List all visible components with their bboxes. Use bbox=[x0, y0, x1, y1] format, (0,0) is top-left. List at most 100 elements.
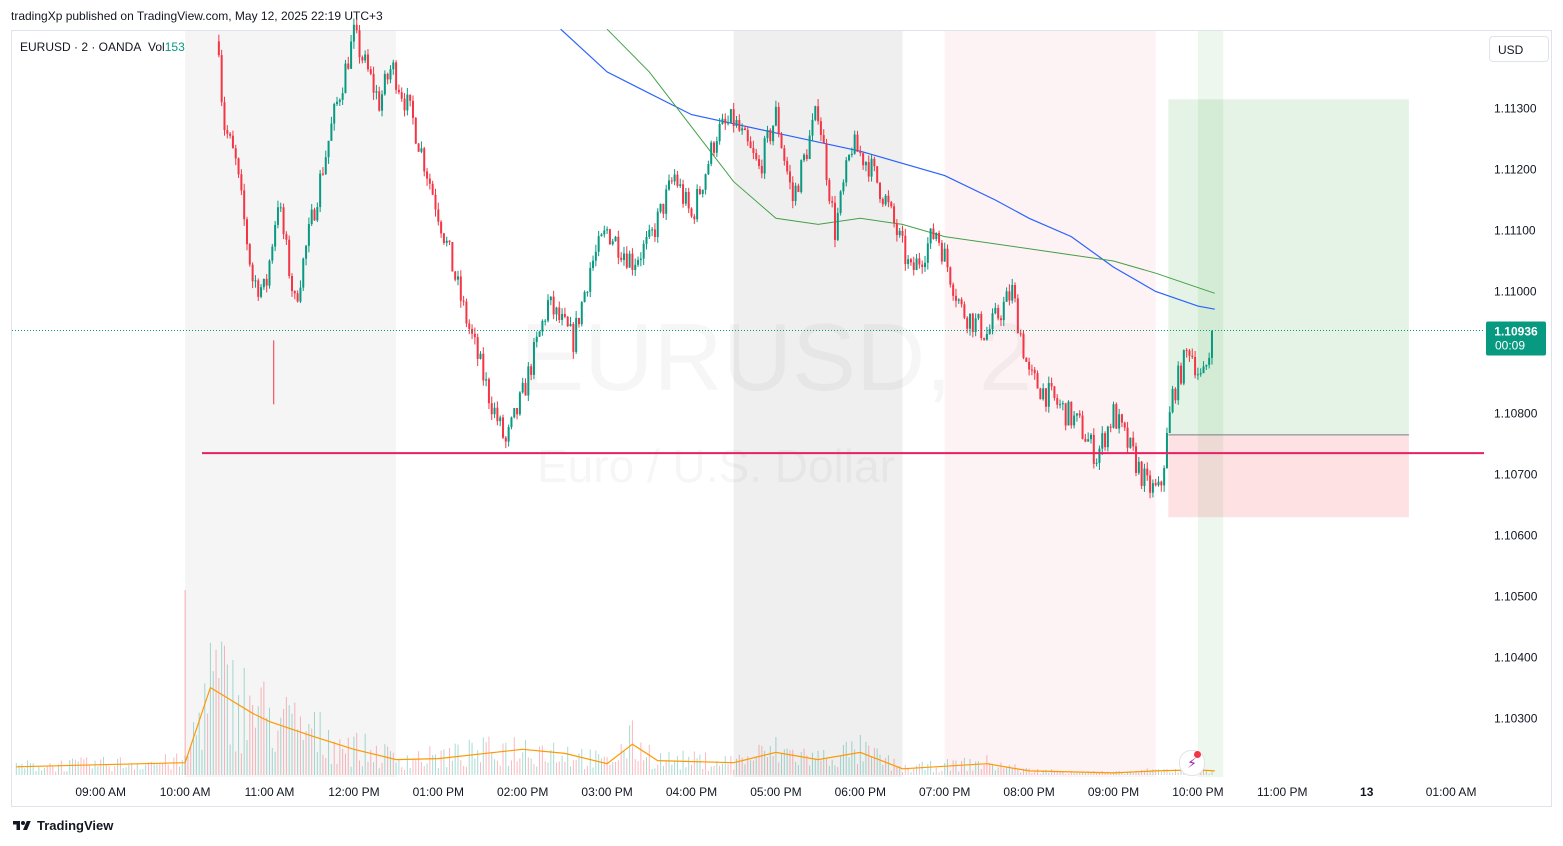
candle-body bbox=[845, 160, 848, 183]
candle-body bbox=[631, 253, 634, 270]
axes: 1.11300 1.11200 1.11100 1.11000 1.10800 1.107… bbox=[75, 102, 1546, 799]
candle-body bbox=[327, 140, 330, 158]
candle-body bbox=[518, 392, 521, 415]
candle-body bbox=[1047, 383, 1050, 407]
candle-body bbox=[1149, 475, 1152, 493]
candle-body bbox=[732, 109, 735, 126]
candle-body bbox=[563, 313, 566, 317]
candle-body bbox=[302, 258, 305, 288]
symbol-legend[interactable]: EURUSD · 2 · OANDA Vol153 bbox=[20, 40, 185, 54]
candle-body bbox=[797, 185, 800, 192]
candle-body bbox=[850, 153, 853, 155]
candle-body bbox=[935, 232, 938, 239]
candle-body bbox=[862, 153, 865, 166]
y-tick-label: 1.10600 bbox=[1494, 529, 1538, 543]
candle-body bbox=[1129, 437, 1132, 448]
x-tick-label: 06:00 PM bbox=[835, 785, 886, 799]
candle-body bbox=[1101, 433, 1104, 449]
candle-body bbox=[625, 253, 628, 268]
candle-body bbox=[924, 262, 927, 268]
candle-body bbox=[406, 94, 409, 111]
candle-body bbox=[229, 133, 232, 136]
candle-body bbox=[1002, 301, 1005, 321]
chart-frame[interactable] bbox=[11, 30, 1552, 807]
candle-body bbox=[271, 246, 274, 261]
candle-body bbox=[555, 307, 558, 315]
horizontal-lines bbox=[12, 330, 1484, 455]
candle-body bbox=[305, 245, 308, 259]
candle-body bbox=[456, 276, 459, 280]
candle-body bbox=[999, 318, 1002, 321]
candle-body bbox=[963, 304, 966, 318]
candle-body bbox=[462, 300, 465, 302]
candle-body bbox=[1208, 357, 1211, 365]
candle-body bbox=[375, 91, 378, 93]
x-tick-label: 07:00 PM bbox=[919, 785, 970, 799]
y-tick-label: 1.10400 bbox=[1494, 651, 1538, 665]
candle-body bbox=[319, 173, 322, 208]
candle-body bbox=[1005, 291, 1008, 302]
candle-body bbox=[507, 427, 510, 442]
candle-body bbox=[532, 342, 535, 375]
x-tick-label: 09:00 AM bbox=[75, 785, 126, 799]
candle-body bbox=[696, 189, 699, 220]
candle-body bbox=[819, 121, 822, 135]
candle-body bbox=[1191, 355, 1194, 357]
candle-body bbox=[496, 407, 499, 422]
candle-body bbox=[440, 221, 443, 234]
candle-body bbox=[904, 235, 907, 265]
candle-body bbox=[1174, 388, 1177, 401]
candle-body bbox=[642, 243, 645, 259]
candle-body bbox=[1132, 437, 1135, 447]
footer-brand[interactable]: TradingView bbox=[11, 818, 113, 833]
candle-body bbox=[724, 118, 727, 124]
candle-body bbox=[1064, 403, 1067, 426]
x-tick-label: 01:00 PM bbox=[413, 785, 464, 799]
candle-body bbox=[364, 54, 367, 61]
x-tick-label: 08:00 PM bbox=[1003, 785, 1054, 799]
candle-body bbox=[803, 154, 806, 161]
candle-body bbox=[746, 130, 749, 142]
candle-body bbox=[634, 264, 637, 270]
candle-body bbox=[1081, 415, 1084, 439]
candle-body bbox=[1199, 373, 1202, 375]
candle-body bbox=[786, 160, 789, 172]
candle-body bbox=[510, 417, 513, 428]
publisher-note: tradingXp published on TradingView.com, … bbox=[11, 9, 383, 23]
candle-body bbox=[713, 142, 716, 153]
candle-body bbox=[490, 403, 493, 415]
candle-body bbox=[386, 73, 389, 80]
lightning-icon[interactable]: ⚡ bbox=[1179, 750, 1205, 776]
candle-body bbox=[1028, 361, 1031, 370]
candle-body bbox=[347, 63, 350, 69]
x-tick-label: 05:00 PM bbox=[750, 785, 801, 799]
candle-body bbox=[893, 206, 896, 224]
candle-body bbox=[856, 134, 859, 152]
candle-body bbox=[231, 135, 234, 149]
candle-body bbox=[743, 128, 746, 131]
candle-body bbox=[530, 366, 533, 375]
candle-body bbox=[1025, 357, 1028, 362]
candle-body bbox=[285, 234, 288, 240]
candle-body bbox=[465, 301, 468, 324]
candle-body bbox=[687, 192, 690, 209]
candle-body bbox=[426, 171, 429, 179]
candle-body bbox=[403, 98, 406, 111]
candle-body bbox=[313, 209, 316, 221]
candle-body bbox=[735, 119, 738, 126]
candle-body bbox=[777, 106, 780, 135]
candle-body bbox=[926, 243, 929, 263]
currency-button[interactable]: USD bbox=[1489, 36, 1549, 62]
candle-body bbox=[420, 148, 423, 152]
candle-body bbox=[676, 174, 679, 186]
candle-body bbox=[653, 229, 656, 238]
candle-body bbox=[1059, 404, 1062, 406]
candle-body bbox=[758, 159, 761, 166]
candle-body bbox=[535, 336, 538, 343]
candle-body bbox=[1075, 413, 1078, 416]
candle-body bbox=[265, 278, 268, 286]
candle-body bbox=[504, 437, 507, 442]
candle-body bbox=[929, 228, 932, 244]
candle-body bbox=[848, 154, 851, 161]
